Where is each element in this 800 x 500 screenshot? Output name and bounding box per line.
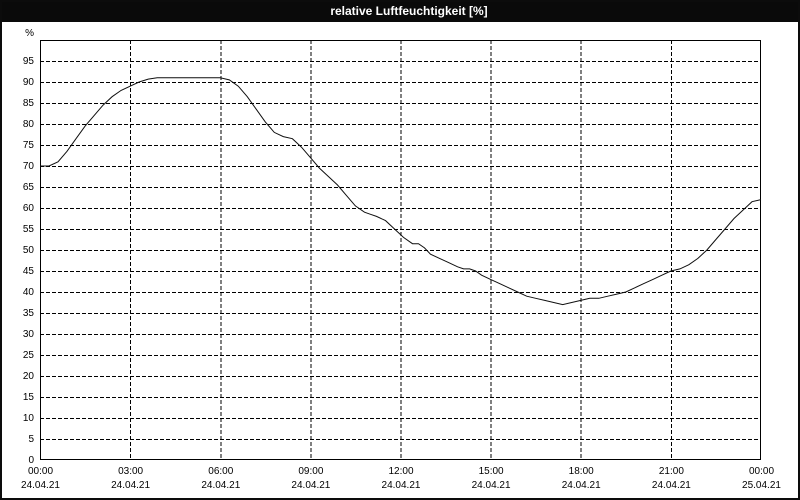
- svg-text:95: 95: [23, 56, 35, 67]
- svg-text:45: 45: [23, 266, 35, 277]
- svg-text:0: 0: [28, 455, 34, 466]
- svg-text:20: 20: [23, 371, 35, 382]
- svg-text:24.04.21: 24.04.21: [201, 480, 240, 491]
- svg-text:15: 15: [23, 392, 35, 403]
- svg-text:09:00: 09:00: [298, 466, 323, 477]
- svg-text:35: 35: [23, 308, 35, 319]
- svg-text:24.04.21: 24.04.21: [291, 480, 330, 491]
- svg-text:24.04.21: 24.04.21: [111, 480, 150, 491]
- svg-text:85: 85: [23, 98, 35, 109]
- svg-text:24.04.21: 24.04.21: [562, 480, 601, 491]
- svg-text:24.04.21: 24.04.21: [382, 480, 421, 491]
- svg-text:24.04.21: 24.04.21: [472, 480, 511, 491]
- svg-text:50: 50: [23, 245, 35, 256]
- svg-text:%: %: [25, 28, 34, 39]
- svg-text:75: 75: [23, 140, 35, 151]
- svg-text:30: 30: [23, 329, 35, 340]
- svg-text:25: 25: [23, 350, 35, 361]
- svg-text:24.04.21: 24.04.21: [652, 480, 691, 491]
- svg-text:10: 10: [23, 413, 35, 424]
- svg-text:60: 60: [23, 203, 35, 214]
- svg-text:relative Luftfeuchtigkeit [%]: relative Luftfeuchtigkeit [%]: [330, 4, 487, 18]
- svg-text:18:00: 18:00: [569, 466, 594, 477]
- svg-text:5: 5: [28, 434, 34, 445]
- svg-text:25.04.21: 25.04.21: [742, 480, 781, 491]
- svg-text:24.04.21: 24.04.21: [21, 480, 60, 491]
- svg-text:90: 90: [23, 77, 35, 88]
- svg-text:00:00: 00:00: [28, 466, 53, 477]
- svg-text:55: 55: [23, 224, 35, 235]
- svg-text:70: 70: [23, 161, 35, 172]
- svg-text:12:00: 12:00: [388, 466, 413, 477]
- svg-text:40: 40: [23, 287, 35, 298]
- svg-text:65: 65: [23, 182, 35, 193]
- svg-text:15:00: 15:00: [479, 466, 504, 477]
- svg-text:80: 80: [23, 119, 35, 130]
- svg-text:06:00: 06:00: [208, 466, 233, 477]
- svg-text:21:00: 21:00: [659, 466, 684, 477]
- svg-text:00:00: 00:00: [749, 466, 774, 477]
- svg-text:03:00: 03:00: [118, 466, 143, 477]
